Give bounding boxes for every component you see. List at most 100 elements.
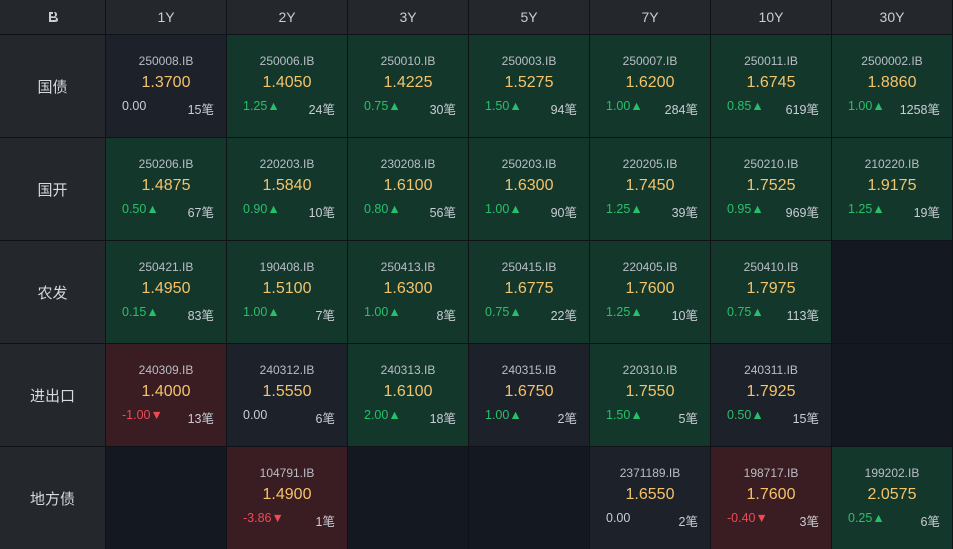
empty-cell xyxy=(832,241,952,343)
bp-change: 0.75▲ xyxy=(364,99,401,113)
yield-value: 1.5100 xyxy=(262,280,312,297)
bond-code: 240311.IB xyxy=(744,363,798,377)
bond-code: 250008.IB xyxy=(138,54,194,68)
yield-value: 1.7600 xyxy=(746,486,796,503)
trade-count: 24笔 xyxy=(308,103,335,117)
quote-cell[interactable]: 190408.IB 1.5100 1.00▲ 7笔 xyxy=(227,241,347,343)
yield-value: 1.7450 xyxy=(625,177,675,194)
quote-meta: 0.00 2笔 xyxy=(590,511,710,530)
yield-value: 1.6775 xyxy=(504,280,554,297)
bp-change: 1.00▲ xyxy=(848,99,885,113)
row-label[interactable]: 地方债 xyxy=(0,447,105,549)
bond-code: 250410.IB xyxy=(743,260,799,274)
tenor-header-10y[interactable]: 10Y xyxy=(711,0,831,34)
row-label[interactable]: 国债 xyxy=(0,35,105,137)
quote-cell[interactable]: 240309.IB 1.4000 -1.00▼ 13笔 xyxy=(106,344,226,446)
quote-cell[interactable]: 104791.IB 1.4900 -3.86▼ 1笔 xyxy=(227,447,347,549)
quote-cell[interactable]: 220310.IB 1.7550 1.50▲ 5笔 xyxy=(590,344,710,446)
quote-meta: 0.00 6笔 xyxy=(227,408,347,427)
quote-cell[interactable]: 250203.IB 1.6300 1.00▲ 90笔 xyxy=(469,138,589,240)
bond-code: 198717.IB xyxy=(743,466,799,480)
yield-value: 1.6300 xyxy=(504,177,554,194)
yield-value: 1.6750 xyxy=(504,383,554,400)
trade-count: 619笔 xyxy=(785,103,819,117)
bond-code: 250421.IB xyxy=(138,260,194,274)
quote-cell[interactable]: 250421.IB 1.4950 0.15▲ 83笔 xyxy=(106,241,226,343)
quote-cell[interactable]: 240315.IB 1.6750 1.00▲ 2笔 xyxy=(469,344,589,446)
tenor-header-7y[interactable]: 7Y xyxy=(590,0,710,34)
bp-change: 1.50▲ xyxy=(485,99,522,113)
quote-cell[interactable]: 220203.IB 1.5840 0.90▲ 10笔 xyxy=(227,138,347,240)
bp-change: 1.25▲ xyxy=(243,99,280,113)
trade-count: 5笔 xyxy=(678,412,698,426)
quote-cell[interactable]: 220205.IB 1.7450 1.25▲ 39笔 xyxy=(590,138,710,240)
quote-cell[interactable]: 250008.IB 1.3700 0.00 15笔 xyxy=(106,35,226,137)
trade-count: 18笔 xyxy=(429,412,456,426)
quote-cell[interactable]: 250206.IB 1.4875 0.50▲ 67笔 xyxy=(106,138,226,240)
tenor-header-2y[interactable]: 2Y xyxy=(227,0,347,34)
bond-code: 250010.IB xyxy=(380,54,436,68)
bp-change: 1.00▲ xyxy=(364,305,401,319)
tenor-header-1y[interactable]: 1Y xyxy=(106,0,226,34)
quote-cell[interactable]: 240312.IB 1.5550 0.00 6笔 xyxy=(227,344,347,446)
logo-icon xyxy=(48,11,58,22)
yield-value: 1.5550 xyxy=(262,383,312,400)
quote-cell[interactable]: 250415.IB 1.6775 0.75▲ 22笔 xyxy=(469,241,589,343)
tenor-header-30y[interactable]: 30Y xyxy=(832,0,952,34)
bond-code: 220205.IB xyxy=(622,157,678,171)
bp-change: 0.95▲ xyxy=(727,202,764,216)
quote-cell[interactable]: 250006.IB 1.4050 1.25▲ 24笔 xyxy=(227,35,347,137)
quote-cell[interactable]: 250003.IB 1.5275 1.50▲ 94笔 xyxy=(469,35,589,137)
trade-count: 10笔 xyxy=(308,206,335,220)
quote-cell[interactable]: 250210.IB 1.7525 0.95▲ 969笔 xyxy=(711,138,831,240)
bond-code: 2500002.IB xyxy=(861,54,923,68)
yield-value: 1.6100 xyxy=(383,383,433,400)
quote-meta: -3.86▼ 1笔 xyxy=(227,511,347,530)
row-label[interactable]: 农发 xyxy=(0,241,105,343)
corner-logo xyxy=(0,0,105,34)
quote-cell[interactable]: 230208.IB 1.6100 0.80▲ 56笔 xyxy=(348,138,468,240)
trade-count: 8笔 xyxy=(436,309,456,323)
quote-meta: 1.00▲ 2笔 xyxy=(469,408,589,427)
quote-cell[interactable]: 250011.IB 1.6745 0.85▲ 619笔 xyxy=(711,35,831,137)
trade-count: 94笔 xyxy=(550,103,577,117)
trade-count: 83笔 xyxy=(187,309,214,323)
quote-meta: 0.80▲ 56笔 xyxy=(348,202,468,221)
quote-cell[interactable]: 220405.IB 1.7600 1.25▲ 10笔 xyxy=(590,241,710,343)
bp-change: 1.00▲ xyxy=(606,99,643,113)
quote-cell[interactable]: 250007.IB 1.6200 1.00▲ 284笔 xyxy=(590,35,710,137)
trade-count: 113笔 xyxy=(786,309,819,323)
quote-meta: -0.40▼ 3笔 xyxy=(711,511,831,530)
tenor-header-5y[interactable]: 5Y xyxy=(469,0,589,34)
quote-cell[interactable]: 250410.IB 1.7975 0.75▲ 113笔 xyxy=(711,241,831,343)
quote-cell[interactable]: 198717.IB 1.7600 -0.40▼ 3笔 xyxy=(711,447,831,549)
quote-cell[interactable]: 210220.IB 1.9175 1.25▲ 19笔 xyxy=(832,138,952,240)
bp-change: -1.00▼ xyxy=(122,408,163,422)
quote-meta: 0.25▲ 6笔 xyxy=(832,511,952,530)
yield-value: 1.4875 xyxy=(141,177,191,194)
yield-value: 1.6745 xyxy=(746,74,796,91)
bond-code: 250206.IB xyxy=(138,157,194,171)
quote-cell[interactable]: 250010.IB 1.4225 0.75▲ 30笔 xyxy=(348,35,468,137)
quote-meta: 1.50▲ 94笔 xyxy=(469,99,589,118)
trade-count: 3笔 xyxy=(799,515,819,529)
quote-meta: 1.50▲ 5笔 xyxy=(590,408,710,427)
yield-value: 1.4050 xyxy=(262,74,312,91)
bp-change: 1.50▲ xyxy=(606,408,643,422)
row-label[interactable]: 国开 xyxy=(0,138,105,240)
quote-cell[interactable]: 199202.IB 2.0575 0.25▲ 6笔 xyxy=(832,447,952,549)
trade-count: 15笔 xyxy=(792,412,819,426)
quote-cell[interactable]: 250413.IB 1.6300 1.00▲ 8笔 xyxy=(348,241,468,343)
quote-meta: 1.25▲ 24笔 xyxy=(227,99,347,118)
bond-code: 220310.IB xyxy=(622,363,678,377)
quote-cell[interactable]: 240311.IB 1.7925 0.50▲ 15笔 xyxy=(711,344,831,446)
quote-cell[interactable]: 2371189.IB 1.6550 0.00 2笔 xyxy=(590,447,710,549)
tenor-header-3y[interactable]: 3Y xyxy=(348,0,468,34)
quote-cell[interactable]: 240313.IB 1.6100 2.00▲ 18笔 xyxy=(348,344,468,446)
empty-cell xyxy=(348,447,468,549)
row-label[interactable]: 进出口 xyxy=(0,344,105,446)
quote-meta: 1.00▲ 284笔 xyxy=(590,99,710,118)
bp-change: 2.00▲ xyxy=(364,408,401,422)
trade-count: 13笔 xyxy=(187,412,214,426)
quote-cell[interactable]: 2500002.IB 1.8860 1.00▲ 1258笔 xyxy=(832,35,952,137)
